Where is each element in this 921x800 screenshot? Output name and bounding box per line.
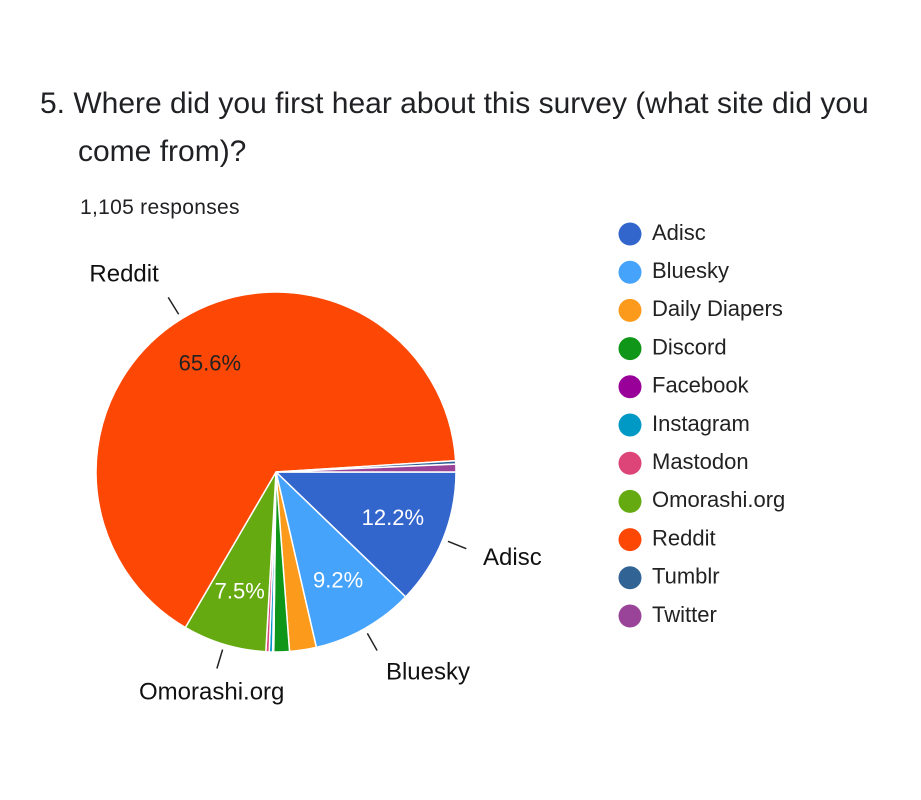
leader-line — [167, 296, 180, 315]
legend-swatch — [618, 260, 642, 284]
legend-label: Omorashi.org — [652, 487, 785, 512]
slice-label: Reddit — [89, 261, 159, 288]
legend-label: Discord — [652, 334, 727, 359]
leader-line — [216, 649, 224, 669]
legend-swatch — [618, 375, 642, 399]
legend-swatch — [618, 298, 642, 322]
legend-swatch — [618, 337, 642, 361]
response-count: 1,105 responses — [80, 196, 240, 219]
legend-label: Reddit — [652, 525, 716, 550]
pie-slice — [95, 291, 457, 629]
legend-label: Tumblr — [652, 564, 720, 589]
pie-slice — [274, 471, 457, 598]
slice-label: Adisc — [483, 544, 542, 571]
leader-line — [366, 632, 378, 651]
slice-label: Omorashi.org — [139, 679, 284, 706]
legend-label: Twitter — [652, 602, 717, 627]
value-label: 7.5% — [215, 578, 265, 603]
legend-label: Daily Diapers — [652, 296, 783, 321]
legend-swatch — [618, 566, 642, 590]
legend-swatch — [618, 528, 642, 552]
legend-swatch — [618, 413, 642, 437]
slice-label: Bluesky — [386, 659, 470, 686]
legend-swatch — [618, 489, 642, 513]
legend-label: Mastodon — [652, 449, 749, 474]
legend-label: Instagram — [652, 411, 750, 436]
legend-label: Facebook — [652, 373, 750, 398]
pie-slice — [275, 463, 457, 473]
leader-line — [447, 540, 467, 550]
legend-swatch — [618, 222, 642, 246]
chart-title: 5. Where did you first hear about this s… — [40, 87, 869, 168]
value-label: 12.2% — [362, 505, 424, 530]
value-label: 9.2% — [313, 567, 363, 592]
legend-swatch — [618, 604, 642, 628]
value-label: 65.6% — [179, 351, 241, 376]
legend-label: Adisc — [652, 220, 706, 245]
legend-swatch — [618, 451, 642, 475]
pie-slice — [274, 469, 407, 649]
legend-label: Bluesky — [652, 258, 729, 283]
